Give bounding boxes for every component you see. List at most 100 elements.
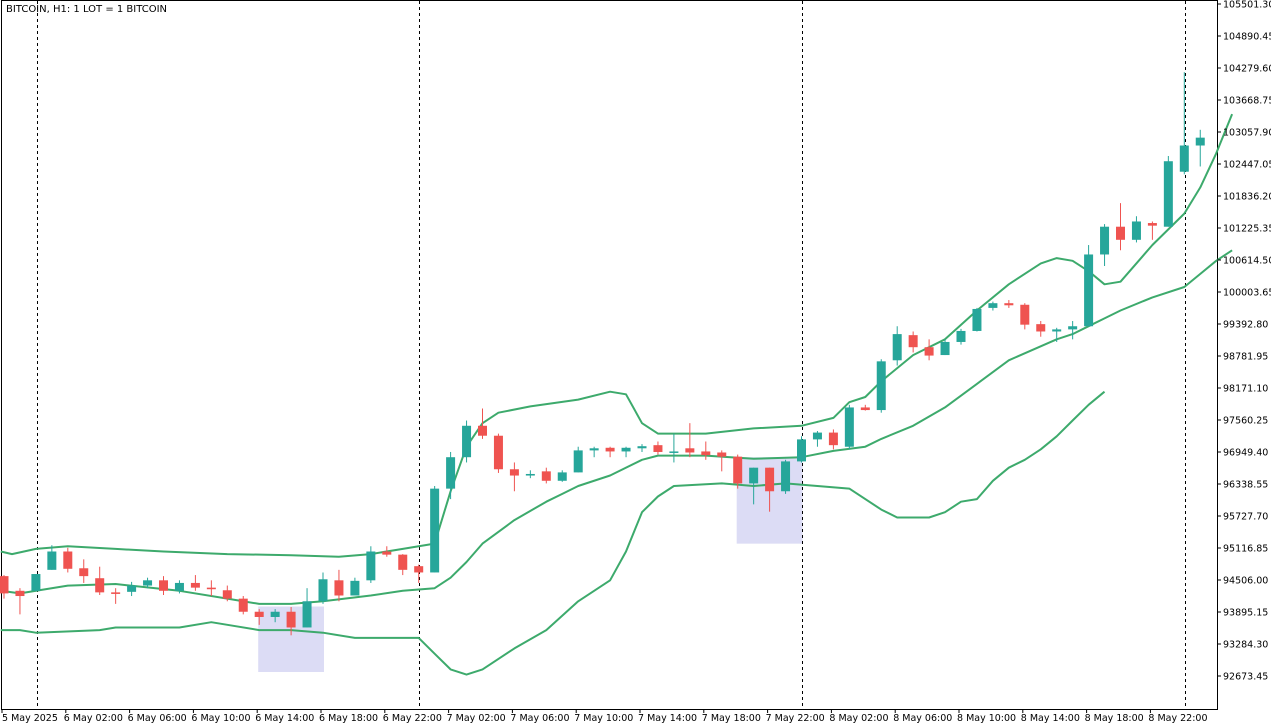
candle-body — [589, 448, 599, 451]
candle — [541, 467, 551, 484]
candle-body — [812, 432, 822, 440]
candle-body — [462, 425, 472, 458]
x-tick-label: 8 May 22:00 — [1148, 713, 1207, 724]
x-tick-label: 6 May 22:00 — [383, 713, 442, 724]
candle — [1084, 245, 1094, 327]
candle — [493, 433, 503, 473]
candle — [1195, 129, 1205, 167]
candle — [143, 577, 153, 589]
candle-body — [127, 585, 137, 592]
y-tick-label: 99392.80 — [1223, 320, 1268, 331]
y-tick-label: 95727.70 — [1223, 512, 1268, 523]
candle-body — [1084, 254, 1094, 327]
y-tick-label: 96949.40 — [1223, 448, 1268, 459]
candle-body — [541, 471, 551, 481]
y-tick-label: 98781.95 — [1223, 352, 1268, 363]
candle — [844, 404, 854, 450]
x-tick-label: 6 May 02:00 — [64, 713, 123, 724]
candle-body — [621, 447, 631, 452]
candle — [525, 470, 535, 479]
time-axis: 5 May 2025 6 May 02:00 6 May 06:00 6 May 10… — [1, 709, 1208, 724]
candle — [1179, 72, 1189, 175]
candle — [1004, 300, 1014, 308]
candle-body — [1052, 329, 1062, 332]
candle — [605, 446, 615, 458]
candle-body — [701, 451, 711, 456]
candle — [749, 467, 759, 505]
band-lower-line — [0, 390, 1106, 676]
candle-body — [1036, 324, 1046, 332]
candle-body — [940, 341, 950, 356]
candle-body — [972, 308, 982, 331]
candle — [701, 441, 711, 460]
candle — [95, 566, 105, 595]
candle-body — [286, 611, 296, 628]
x-tick-label: 8 May 06:00 — [893, 713, 952, 724]
candle-body — [860, 407, 870, 411]
candle-body — [637, 446, 647, 449]
candle-body — [653, 445, 663, 452]
candle — [1163, 155, 1173, 227]
candle-body — [478, 425, 487, 436]
candle — [430, 486, 440, 573]
candle — [828, 429, 838, 450]
candle-body — [844, 407, 854, 447]
candle — [509, 462, 519, 492]
y-tick-label: 94506.00 — [1223, 576, 1268, 587]
candle-body — [956, 330, 966, 342]
candle-body — [573, 450, 583, 473]
candle — [940, 339, 950, 356]
y-tick-label: 105501.30 — [1223, 0, 1271, 11]
candle — [1147, 221, 1157, 240]
x-tick-label: 7 May 18:00 — [702, 713, 761, 724]
candle-body — [1179, 145, 1189, 172]
candle — [621, 446, 631, 458]
candle — [685, 423, 695, 458]
candle — [892, 326, 902, 366]
candle — [717, 450, 727, 472]
candle — [924, 339, 934, 361]
candle — [366, 546, 376, 583]
candle-body — [63, 551, 73, 569]
candle-body — [509, 469, 519, 476]
candle — [127, 581, 137, 597]
candle — [1131, 216, 1141, 243]
candle-body — [988, 303, 998, 308]
candle-body — [366, 551, 376, 581]
candle — [781, 459, 791, 494]
y-tick-label: 98171.10 — [1223, 384, 1268, 395]
chart-title: BITCOIN, H1: 1 LOT = 1 BITCOIN — [6, 4, 167, 15]
candle-body — [47, 551, 57, 570]
candle-body — [31, 574, 41, 591]
x-tick-label: 6 May 10:00 — [191, 713, 250, 724]
candle-body — [95, 578, 105, 593]
candle — [318, 572, 328, 604]
price-axis: 105501.30 104890.45 104279.60 103668.75 1030… — [1217, 0, 1271, 683]
candle — [1020, 303, 1030, 330]
candle-body — [318, 579, 328, 602]
x-tick-label: 6 May 06:00 — [128, 713, 187, 724]
candle — [1100, 224, 1110, 266]
x-tick-label: 8 May 18:00 — [1085, 713, 1144, 724]
candle-body — [222, 590, 232, 599]
candle-body — [1163, 161, 1173, 227]
candle — [908, 331, 918, 353]
candle-body — [1068, 326, 1078, 330]
candle-body — [238, 598, 248, 612]
candle — [159, 576, 168, 595]
candle-body — [828, 432, 838, 446]
candle-body — [254, 611, 264, 617]
candle-body — [1116, 226, 1125, 240]
candle-body — [749, 467, 759, 484]
candle — [350, 577, 360, 596]
x-tick-label: 7 May 02:00 — [447, 713, 506, 724]
candle-body — [270, 611, 280, 617]
candle — [302, 588, 312, 628]
candle — [238, 596, 248, 615]
candle — [0, 575, 9, 599]
candle-body — [797, 439, 806, 462]
candle — [206, 580, 216, 597]
candle-body — [1131, 221, 1141, 240]
candle-body — [1100, 226, 1110, 255]
